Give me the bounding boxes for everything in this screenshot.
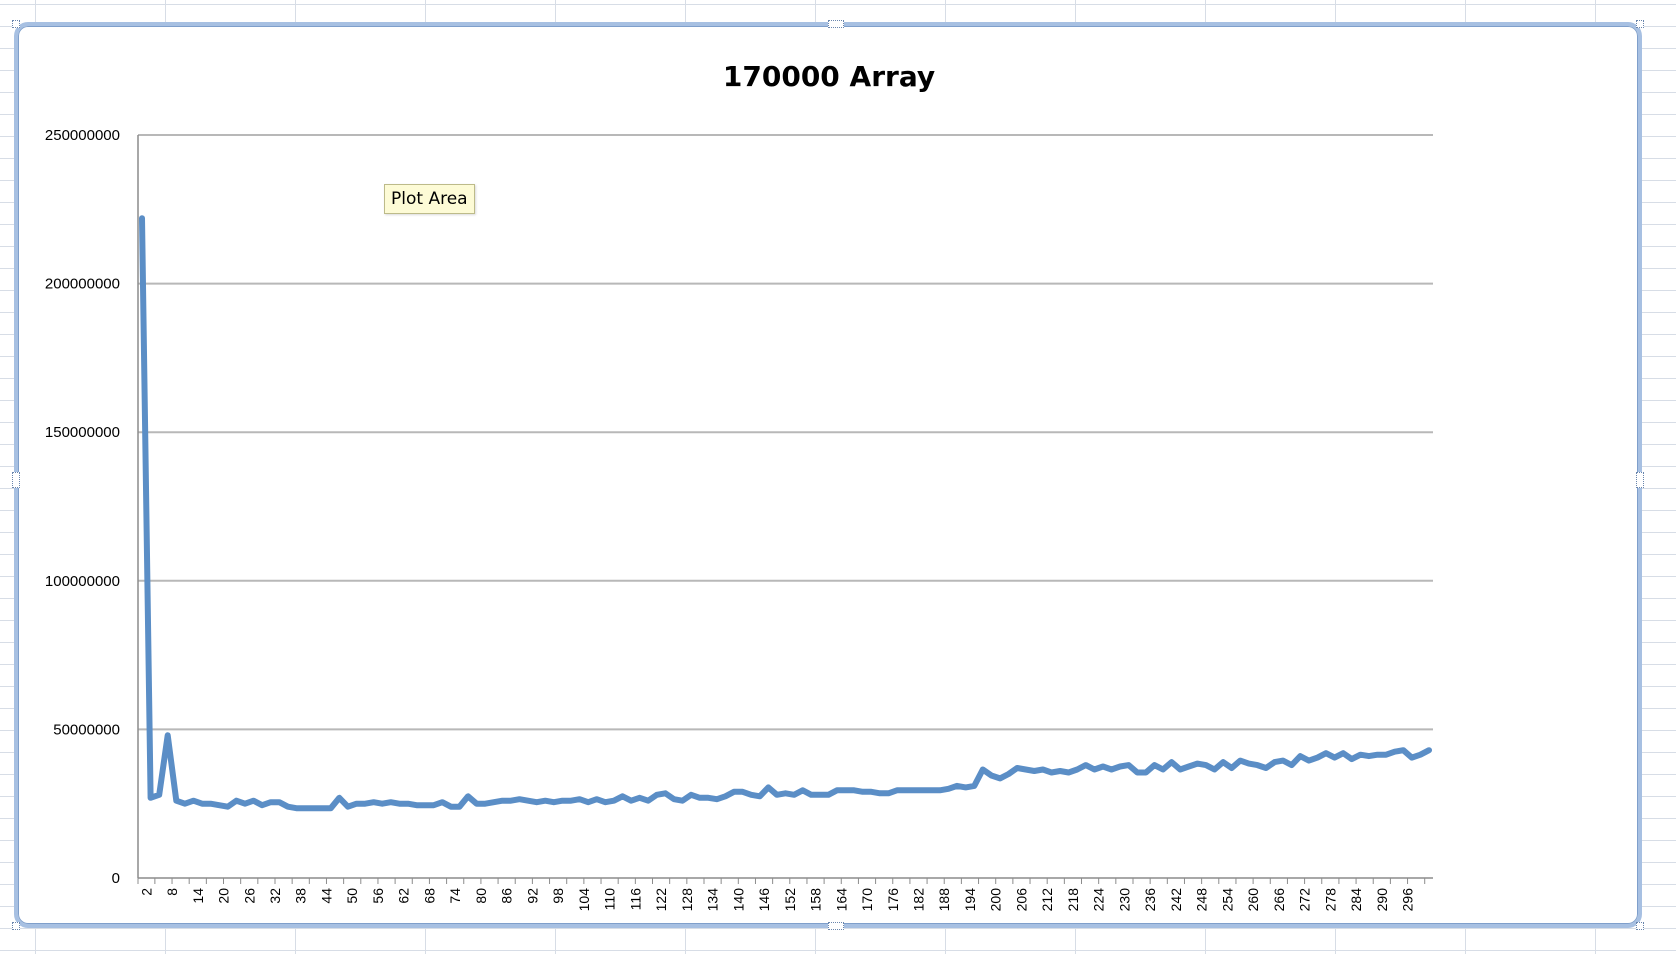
x-tick-label: 242 [1168,888,1184,912]
x-tick-label: 158 [808,888,824,912]
x-tick-label: 182 [910,888,926,912]
x-tick-label: 68 [421,888,437,904]
y-axis-tick-labels: 0 50000000 100000000 150000000 200000000 2500… [45,127,120,887]
x-tick-label: 200 [988,888,1004,912]
y-tick-label: 150000000 [45,424,120,441]
series-layer[interactable] [139,215,1432,812]
x-tick-label: 140 [730,888,746,912]
chart-title: 170000 Array [723,60,935,93]
y-tick-label: 250000000 [45,127,120,144]
x-tick-label: 110 [602,888,618,911]
x-tick-label: 8 [164,888,180,896]
chart-frame[interactable] [12,20,1644,930]
x-tick-label: 14 [190,888,206,904]
x-tick-label: 128 [679,888,695,912]
x-tick-label: 212 [1039,888,1055,912]
x-tick-label: 104 [576,888,592,912]
x-tick-label: 56 [370,888,386,904]
resize-handle-bottom-left[interactable] [12,922,20,930]
x-tick-label: 164 [833,888,849,912]
x-tick-label: 20 [216,888,232,904]
x-tick-label: 260 [1245,888,1261,912]
x-tick-label: 92 [524,888,540,904]
resize-handle-bottom-right[interactable] [1636,922,1644,930]
resize-handle-left[interactable] [12,472,20,488]
resize-handle-top-right[interactable] [1636,20,1644,28]
x-tick-label: 152 [782,888,798,912]
gridlines [138,134,1433,731]
x-tick-label: 80 [473,888,489,904]
x-tick-label: 206 [1013,888,1029,912]
y-tick-label: 200000000 [45,276,120,293]
series-line[interactable] [139,215,1432,812]
x-tick-label: 134 [705,888,721,912]
y-tick-label: 50000000 [53,721,120,738]
x-tick-label: 278 [1322,888,1338,912]
x-tick-label: 62 [396,888,412,904]
y-tick-label: 0 [112,870,120,887]
x-tick-label: 98 [550,888,566,904]
resize-handle-right[interactable] [1636,472,1644,488]
y-tick-label: 100000000 [45,573,120,590]
x-tick-label: 290 [1374,888,1390,912]
plot-area-tooltip: Plot Area [384,184,475,214]
x-tick-label: 236 [1142,888,1158,912]
x-tick-label: 194 [962,888,978,912]
x-tick-label: 188 [936,888,952,912]
x-axis-tick-labels: 2 8 14 20 26 32 38 44 50 56 62 68 74 80 86 92 98 104 110 11… [138,888,1415,912]
x-tick-label: 266 [1271,888,1287,912]
x-tick-label: 254 [1219,888,1235,912]
x-tick-label: 272 [1297,888,1313,912]
x-tick-label: 74 [447,888,463,904]
x-tick-label: 26 [241,888,257,904]
x-tick-label: 2 [138,888,154,896]
x-tick-label: 146 [756,888,772,912]
x-tick-label: 218 [1065,888,1081,912]
x-tick-label: 176 [885,888,901,912]
x-tick-label: 44 [318,888,334,904]
resize-handle-bottom[interactable] [828,922,844,930]
x-tick-label: 50 [344,888,360,904]
axes [137,135,1433,884]
x-tick-label: 296 [1400,888,1416,912]
x-tick-label: 284 [1348,888,1364,912]
resize-handle-top[interactable] [828,20,844,28]
x-tick-label: 86 [499,888,515,904]
x-tick-label: 38 [293,888,309,904]
resize-handle-top-left[interactable] [12,20,20,28]
x-tick-label: 224 [1091,888,1107,912]
x-tick-label: 116 [627,888,643,911]
x-tick-label: 248 [1194,888,1210,912]
x-tick-label: 230 [1116,888,1132,912]
x-tick-label: 122 [653,888,669,912]
x-tick-label: 170 [859,888,875,912]
x-tick-label: 32 [267,888,283,904]
